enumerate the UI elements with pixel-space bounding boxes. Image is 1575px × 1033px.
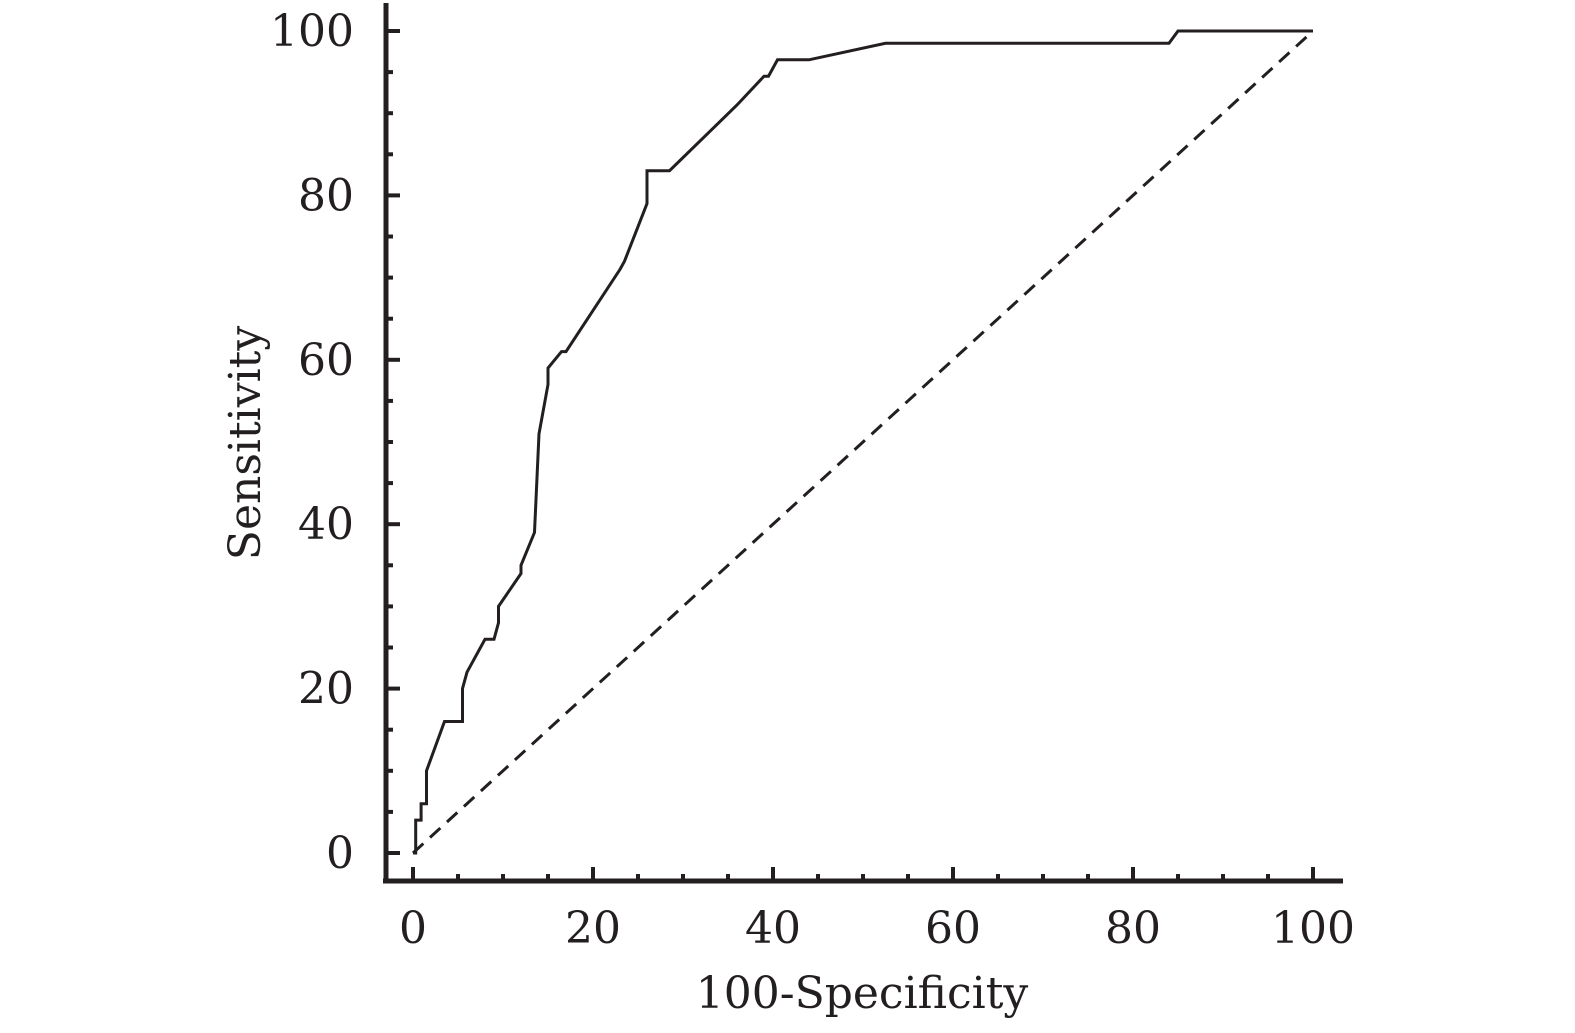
x-tick-label: 80 — [1105, 903, 1161, 954]
x-tick-label: 100 — [1271, 903, 1355, 954]
y-ticks: 0 20 40 60 80 100 — [270, 6, 400, 879]
y-tick-label: 0 — [326, 828, 354, 879]
reference-diagonal-line — [411, 29, 1315, 855]
y-axis-label: Sensitivity — [220, 326, 271, 561]
labels: 100-Specificity Sensitivity — [220, 326, 1028, 1019]
y-tick-label: 100 — [270, 6, 354, 57]
series-layer — [411, 29, 1315, 855]
roc-curve-line — [413, 29, 1313, 855]
x-tick-label: 40 — [745, 903, 801, 954]
x-tick-label: 60 — [925, 903, 981, 954]
x-tick-label: 0 — [399, 903, 427, 954]
x-ticks: 0 20 40 60 80 100 — [399, 867, 1355, 954]
y-tick-label: 80 — [298, 170, 354, 221]
x-tick-label: 20 — [565, 903, 621, 954]
y-tick-label: 20 — [298, 664, 354, 715]
x-axis-label: 100-Specificity — [696, 968, 1029, 1019]
y-tick-label: 60 — [298, 335, 354, 386]
y-tick-label: 40 — [298, 499, 354, 550]
